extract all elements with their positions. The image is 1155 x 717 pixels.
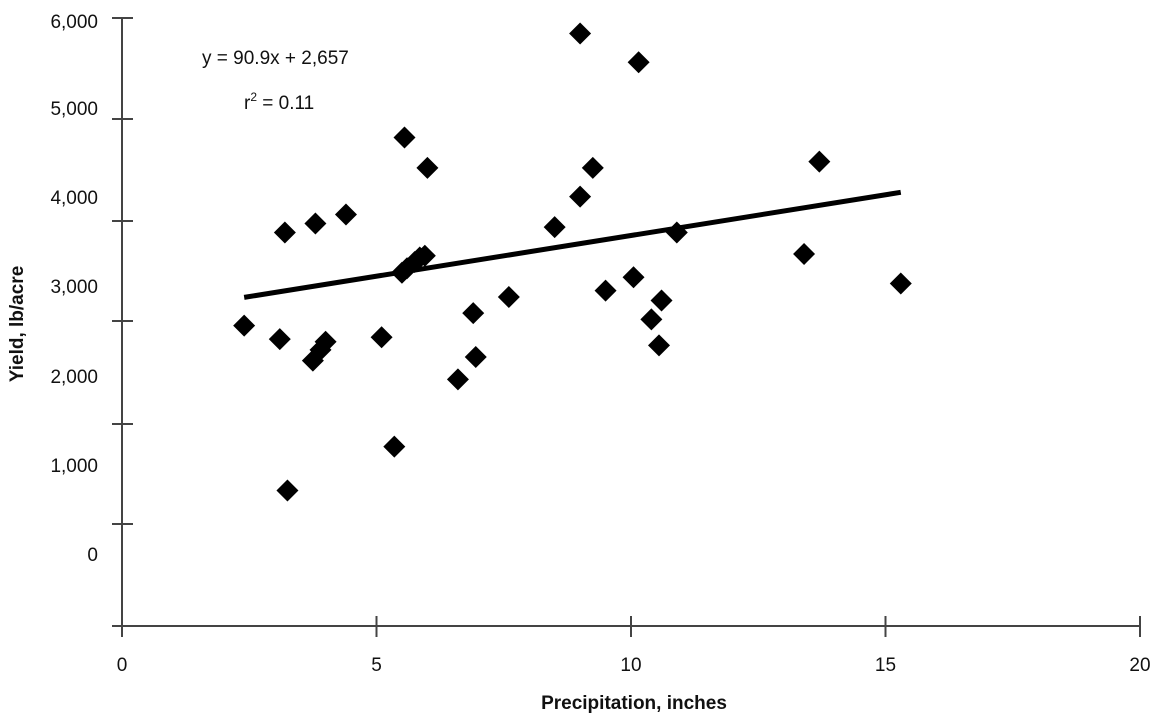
data-point <box>233 314 256 337</box>
data-point <box>462 302 485 325</box>
y-tick-label: 1,000 <box>50 456 98 477</box>
trendline <box>243 189 902 300</box>
x-tick-label: 15 <box>875 655 896 676</box>
x-tick-label: 5 <box>371 655 382 676</box>
data-point <box>370 326 393 349</box>
data-point <box>793 242 816 265</box>
data-point <box>622 266 645 289</box>
y-tick-label: 4,000 <box>50 188 98 209</box>
data-point <box>393 126 416 149</box>
data-point <box>273 221 296 244</box>
data-point <box>383 435 406 458</box>
data-point <box>304 212 327 235</box>
x-axis-title: Precipitation, inches <box>541 693 727 714</box>
r-squared-value: = 0.11 <box>257 93 314 114</box>
data-point <box>276 479 299 502</box>
data-point <box>647 334 670 357</box>
data-point <box>640 308 663 331</box>
r-squared-label: r2 = 0.11 <box>244 90 314 114</box>
x-tick-label: 0 <box>117 655 128 676</box>
y-axis-title: Yield, lb/acre <box>7 266 28 383</box>
x-tick-label: 10 <box>620 655 641 676</box>
data-point <box>569 22 592 45</box>
r-squared-prefix: r <box>244 93 251 114</box>
regression-equation: y = 90.9x + 2,657 <box>202 48 349 69</box>
data-point <box>569 185 592 208</box>
data-point <box>627 51 650 74</box>
y-tick-label: 0 <box>87 545 98 566</box>
data-point <box>497 285 520 308</box>
data-point <box>543 216 566 239</box>
data-point <box>268 328 291 351</box>
data-point <box>650 289 673 312</box>
y-tick-label: 2,000 <box>50 367 98 388</box>
y-tick-label: 5,000 <box>50 99 98 120</box>
x-ticks: 0 5 10 15 20 <box>117 616 1151 676</box>
y-tick-label: 3,000 <box>50 277 98 298</box>
data-point <box>413 244 436 267</box>
x-tick-label: 20 <box>1129 655 1150 676</box>
data-point <box>334 203 357 226</box>
data-point <box>416 156 439 179</box>
data-point <box>464 345 487 368</box>
data-point <box>446 368 469 391</box>
data-point <box>594 279 617 302</box>
data-point <box>314 330 337 353</box>
data-points <box>233 22 912 502</box>
r-squared-sup: 2 <box>250 90 257 104</box>
data-point <box>889 272 912 295</box>
data-point <box>581 156 604 179</box>
y-ticks: 0 1,000 2,000 3,000 4,000 5,000 6,000 <box>50 12 133 566</box>
y-tick-label: 6,000 <box>50 12 98 33</box>
data-point <box>808 150 831 173</box>
trendline-group <box>243 189 902 300</box>
